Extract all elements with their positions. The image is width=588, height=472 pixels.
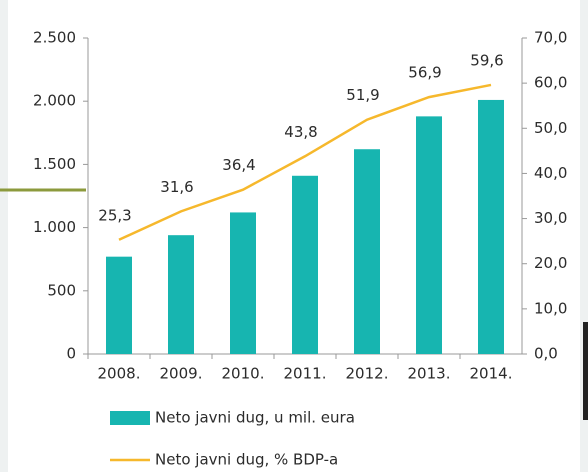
y-tick-label: 1.000 [33,218,76,236]
legend-label: Neto javni dug, u mil. eura [155,409,355,427]
legend-swatch [110,411,150,425]
data-label: 43,8 [284,123,317,141]
data-label: 51,9 [346,86,379,104]
x-tick-label: 2011. [284,365,327,383]
y2-tick-label: 0,0 [534,345,558,363]
bar [168,235,194,354]
y2-tick-label: 10,0 [534,299,567,317]
y-tick-label: 500 [47,281,76,299]
y2-tick-label: 20,0 [534,254,567,272]
decor-block [583,322,588,420]
y-tick-label: 2.000 [33,92,76,110]
y2-tick-label: 60,0 [534,74,567,92]
bar [416,116,442,354]
data-label: 56,9 [408,64,441,82]
y-tick-label: 1.500 [33,155,76,173]
line [118,83,492,241]
y2-tick-label: 30,0 [534,209,567,227]
x-tick-label: 2008. [98,365,141,383]
bar [478,99,504,354]
data-label: 36,4 [222,156,255,174]
data-label: 59,6 [470,51,503,69]
y2-tick-label: 50,0 [534,119,567,137]
y-tick-label: 2.500 [33,29,76,47]
x-tick-label: 2009. [160,365,203,383]
x-tick-label: 2014. [470,365,513,383]
data-label: 31,6 [160,178,193,196]
y-tick-label: 0 [66,345,76,363]
bar [106,256,132,354]
bar [230,212,256,354]
x-tick-label: 2010. [222,365,265,383]
legend-label: Neto javni dug, % BDP-a [155,451,338,469]
data-label: 25,3 [98,206,131,224]
y2-tick-label: 70,0 [534,29,567,47]
x-tick-label: 2012. [346,365,389,383]
y2-tick-label: 40,0 [534,164,567,182]
x-tick-label: 2013. [408,365,451,383]
bar [354,149,380,354]
bar [292,175,318,354]
